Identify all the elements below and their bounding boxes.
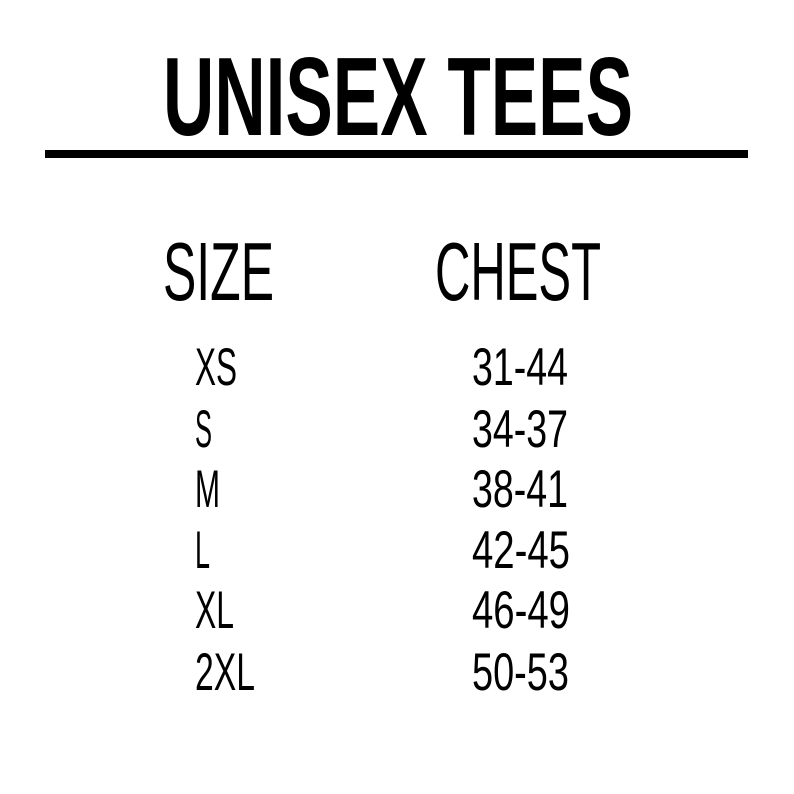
chest-cell: 50-53: [472, 643, 569, 702]
chest-cell: 46-49: [472, 581, 570, 640]
chest-cell: 34-37: [472, 400, 568, 459]
table-row: XS 31-44: [195, 338, 568, 397]
size-cell: 2XL: [195, 643, 255, 702]
chest-cell: 42-45: [472, 521, 570, 580]
size-cell: S: [195, 400, 212, 459]
table-row: M 38-41: [195, 460, 568, 519]
table-row: S 34-37: [195, 400, 568, 459]
chest-column-header: CHEST: [435, 225, 601, 318]
chest-cell: 38-41: [472, 460, 568, 519]
table-row: XL 46-49: [195, 581, 570, 640]
size-cell: M: [195, 460, 220, 519]
chest-cell: 31-44: [472, 338, 568, 397]
size-cell: XL: [195, 581, 234, 640]
chart-title: UNISEX TEES: [163, 35, 633, 159]
table-row: 2XL 50-53: [195, 643, 569, 702]
table-row: L 42-45: [195, 521, 570, 580]
size-cell: L: [195, 521, 210, 580]
size-cell: XS: [195, 338, 237, 397]
title-divider: [45, 150, 748, 158]
size-column-header: SIZE: [163, 225, 274, 318]
